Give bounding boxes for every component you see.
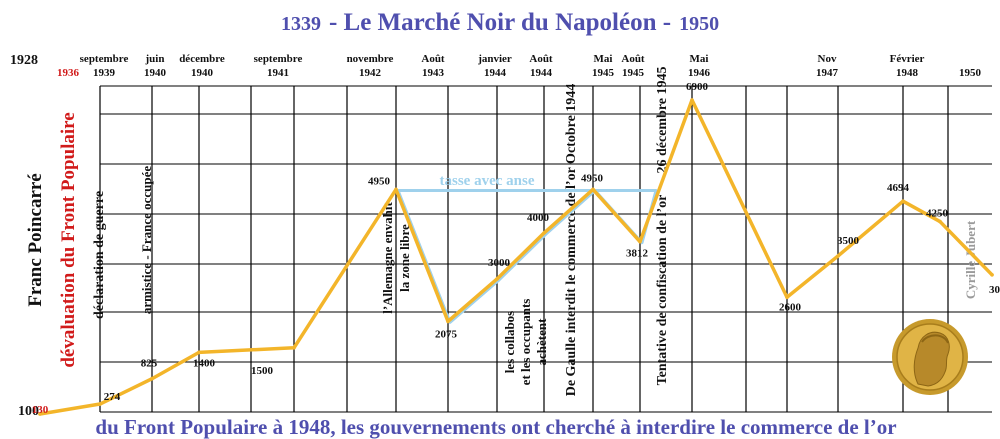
annotation-devaluation: dévaluation du Front Populaire xyxy=(58,112,79,367)
value-label-8: 4000 xyxy=(527,212,550,224)
x-date-year-9: 1945 xyxy=(592,67,615,79)
x-date-month-13: Février xyxy=(890,53,925,65)
x-date-year-13: 1948 xyxy=(896,67,919,79)
footer-text: du Front Populaire à 1948, les gouvernem… xyxy=(95,415,896,439)
y-top-label: 1928 xyxy=(10,53,38,68)
annotation-signature: Cyrille Jubert xyxy=(963,220,978,299)
y-axis-title: Franc Poincarré xyxy=(25,173,46,306)
value-label-5: 4950 xyxy=(368,175,391,187)
value-label-2: 825 xyxy=(141,358,158,370)
data-point-4 xyxy=(292,345,296,350)
annotation-armistice: armistice - France occupée xyxy=(139,166,154,315)
x-date-year-10: 1945 xyxy=(622,67,645,79)
annotation-collabos-2: et les occupants xyxy=(518,299,533,386)
x-date-year-2: 1940 xyxy=(144,67,167,79)
data-point-11 xyxy=(690,98,694,102)
data-point-10 xyxy=(638,239,642,244)
title-text: - Le Marché Noir du Napoléon - xyxy=(329,9,671,36)
annotation-cup: tasse avec anse xyxy=(440,173,535,189)
data-point-9 xyxy=(591,187,595,192)
data-point-3 xyxy=(197,350,201,355)
x-date-month-9: Mai xyxy=(594,53,613,65)
annotation-confiscation-1: Tentative de confiscation de l’or xyxy=(655,195,670,386)
data-point-13 xyxy=(836,254,840,258)
x-date-labels: 1936septembre1939juin1940décembre1940sep… xyxy=(57,53,982,79)
value-label-13: 3500 xyxy=(837,235,860,247)
cup-shape xyxy=(396,188,658,324)
y-bottom-label: 100 xyxy=(18,404,39,419)
value-label-15: 4250 xyxy=(926,208,949,220)
x-date-year-4: 1941 xyxy=(267,67,289,79)
data-point-5 xyxy=(394,187,398,192)
data-point-2 xyxy=(150,376,154,381)
x-date-month-7: janvier xyxy=(477,53,512,65)
x-date-month-11: Mai xyxy=(690,53,709,65)
annotation-confiscation-2: 26 décembre 1945 xyxy=(655,66,670,173)
annotation-declaration: déclaration de guerre xyxy=(92,191,107,319)
x-date-month-5: novembre xyxy=(347,53,394,65)
x-date-year-7: 1944 xyxy=(484,67,507,79)
value-label-12: 2600 xyxy=(779,301,802,313)
data-point-14 xyxy=(901,199,905,204)
data-point-6 xyxy=(446,319,450,324)
x-date-month-1: septembre xyxy=(80,53,129,65)
x-date-year-14: 1950 xyxy=(959,67,982,79)
value-labels: 130 274 825 1400 1500 4950 2075 3000 4000 4950 381… xyxy=(32,81,1000,416)
title-year-end: 1950 xyxy=(679,13,719,35)
data-point-7 xyxy=(495,277,499,281)
x-date-year-11: 1946 xyxy=(688,67,711,79)
x-date-month-2: juin xyxy=(145,53,165,65)
data-point-15 xyxy=(938,219,942,224)
x-date-year-3: 1940 xyxy=(191,67,214,79)
x-date-month-10: Août xyxy=(621,53,645,65)
annotation-degaulle: De Gaulle interdit le commerce de l’or O… xyxy=(564,84,579,397)
x-date-year-8: 1944 xyxy=(530,67,553,79)
data-point-0 xyxy=(38,412,42,416)
annotation-collabos-3: achètent xyxy=(534,318,549,366)
value-label-3: 1400 xyxy=(193,357,216,369)
chart-title: 1339 - Le Marché Noir du Napoléon - 1950 xyxy=(281,9,719,36)
value-label-7: 3000 xyxy=(488,257,511,269)
data-point-12 xyxy=(785,295,789,300)
annotation-allemagne-1: l’Allemagne envahit xyxy=(380,202,395,314)
value-label-6: 2075 xyxy=(435,328,458,340)
value-label-11: 6900 xyxy=(686,81,709,93)
value-label-9: 4950 xyxy=(581,172,604,184)
value-label-10: 3812 xyxy=(626,248,649,260)
x-date-year-0: 1936 xyxy=(57,67,80,79)
data-point-16 xyxy=(990,273,994,277)
value-label-1: 274 xyxy=(104,391,121,403)
x-date-year-12: 1947 xyxy=(816,67,839,79)
series-group xyxy=(38,98,994,416)
annotation-collabos-1: les collabos xyxy=(502,311,517,373)
napoleon-coin-icon xyxy=(892,319,968,395)
x-date-year-5: 1942 xyxy=(359,67,382,79)
grid xyxy=(99,85,992,413)
value-label-4: 1500 xyxy=(251,365,274,377)
value-label-16: 3090 xyxy=(989,284,1000,296)
value-label-0: 130 xyxy=(32,404,49,416)
annotation-allemagne-2: la zone libre xyxy=(397,224,412,292)
x-date-month-6: Août xyxy=(421,53,445,65)
x-date-year-6: 1943 xyxy=(422,67,445,79)
value-label-14: 4694 xyxy=(887,182,910,194)
x-date-month-3: décembre xyxy=(179,53,225,65)
x-date-year-1: 1939 xyxy=(93,67,116,79)
title-year-start: 1339 xyxy=(281,13,321,35)
x-date-month-4: septembre xyxy=(254,53,303,65)
x-date-month-12: Nov xyxy=(818,53,837,65)
data-point-1 xyxy=(98,402,102,406)
data-point-8 xyxy=(542,231,546,235)
x-date-month-8: Août xyxy=(529,53,553,65)
